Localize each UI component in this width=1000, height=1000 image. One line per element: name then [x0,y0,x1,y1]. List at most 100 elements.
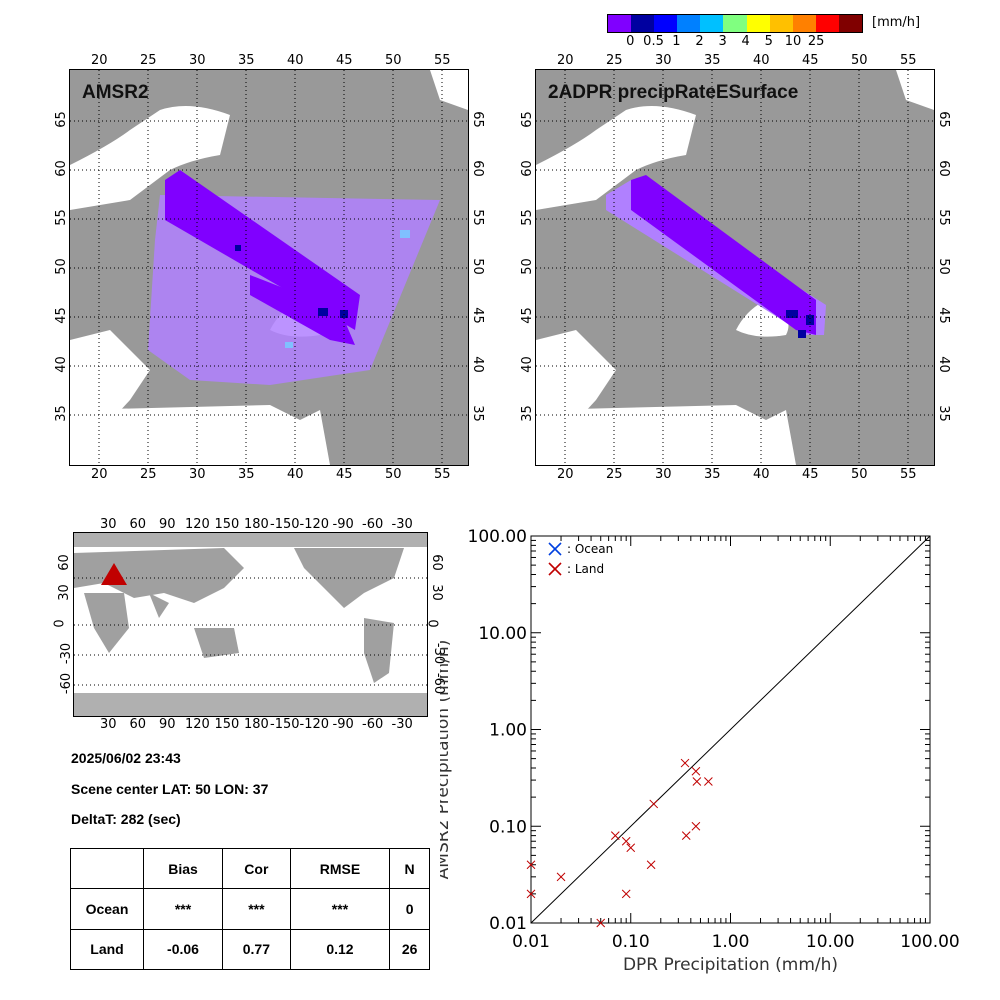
scene-center: Scene center LAT: 50 LON: 37 [71,781,269,797]
globe-lon-tick-label: 30 [100,517,117,532]
data-point [610,831,620,840]
continents [74,548,404,683]
data-point [704,777,713,786]
lon-tick-label: 40 [287,467,304,482]
data-point [680,758,690,768]
stats-cell: *** [289,888,391,930]
colorbar-tick-label: 25 [807,34,825,49]
x-tick-label: 10.00 [806,932,855,952]
colorbar [607,14,863,33]
stats-cell: 26 [389,928,430,971]
globe-lat-tick-label: -60 [59,672,75,695]
lon-tick-label: 50 [851,53,868,68]
lat-tick-label: 50 [469,258,485,275]
lat-tick-label: 50 [53,258,69,275]
colorbar-tick-label: 1 [672,34,681,49]
globe-lon-tick-label: -60 [362,717,384,732]
stats-cell: -0.06 [143,928,223,971]
colorbar-swatch [815,15,839,32]
colorbar-swatch [700,15,724,32]
colorbar-tick-label: 5 [764,34,773,49]
colorbar-tick-label: 10 [784,34,802,49]
lon-tick-label: 25 [606,467,623,482]
globe-lon-tick-label: -90 [332,517,354,532]
globe-lon-tick-label: 150 [214,517,240,532]
globe-map [73,532,428,717]
stats-header-cell: Bias [143,847,223,890]
lat-tick-label: 65 [53,111,69,128]
globe-lat-tick-label: 60 [56,554,72,571]
colorbar-tick-label: 4 [741,34,750,49]
globe-lon-tick-label: 120 [185,717,210,732]
lon-tick-label: 30 [655,467,672,482]
y-tick-label: 10.00 [478,624,527,644]
lat-tick-label: 60 [935,160,951,177]
data-point [681,831,691,840]
globe-lat-tick-label: 0 [424,619,440,628]
stats-header-cell: RMSE [289,847,391,890]
dpr-map-svg [536,70,934,465]
colorbar-swatch [654,15,678,32]
lon-tick-label: 25 [140,467,157,482]
data-point [556,872,566,882]
lat-tick-label: 60 [469,160,485,177]
lon-tick-label: 45 [802,53,819,68]
stats-cell: Land [70,928,144,971]
swath-dpr [606,175,826,338]
lat-tick-label: 35 [935,405,951,422]
lon-tick-label: 40 [287,53,304,68]
lat-tick-label: 55 [469,209,485,226]
globe-lon-tick-label: 180 [244,717,269,732]
lat-tick-label: 40 [519,356,535,373]
globe-lon-tick-label: 60 [129,517,147,532]
globe-lon-tick-label: -120 [299,517,330,532]
globe-lon-tick-label: -150 [270,717,300,732]
lon-tick-label: 35 [704,467,721,482]
lat-tick-label: 65 [469,111,485,128]
stats-header-cell: N [389,847,430,890]
colorbar-tick-label: 0 [626,34,635,49]
data-point [621,889,631,899]
globe-lon-tick-label: -90 [332,717,354,732]
lon-tick-label: 40 [753,53,770,68]
globe-lon-tick-label: 180 [244,517,269,532]
lat-tick-label: 40 [935,356,951,373]
dpr-title: 2ADPR precipRateESurface [548,82,799,103]
data-point [596,918,606,928]
colorbar-swatch [608,15,632,32]
lat-tick-label: 40 [469,356,485,373]
lat-tick-label: 55 [935,209,951,226]
lon-tick-label: 20 [91,467,108,482]
y-tick-label: 1.00 [489,721,527,741]
stats-header-cell: Cor [221,847,291,890]
lon-tick-label: 35 [238,467,255,482]
legend-marker [548,542,562,556]
delta-t: DeltaT: 282 (sec) [71,811,181,827]
globe-lat-tick-label: 0 [52,619,68,628]
lat-tick-label: 45 [519,307,535,324]
globe-lon-tick-label: -30 [391,717,413,732]
colorbar-tick-label: 2 [695,34,704,49]
colorbar-swatch [723,15,747,32]
lon-tick-label: 50 [385,467,402,482]
data-point [692,777,702,786]
lat-tick-label: 60 [53,160,69,177]
data-point [646,860,656,870]
lon-tick-label: 50 [385,53,402,68]
colorbar-swatch [746,15,770,32]
lon-tick-label: 30 [189,53,206,68]
x-tick-label: 0.10 [612,932,650,952]
globe-lat-tick-label: -30 [59,642,75,665]
globe-lon-tick-label: 30 [100,717,117,732]
lon-tick-label: 50 [851,467,868,482]
y-axis-label: AMSR2 Precipitation (mm/h) [440,640,453,880]
lat-tick-label: 65 [519,111,535,128]
lon-tick-label: 35 [238,53,255,68]
globe-lon-tick-label: 60 [129,717,147,732]
globe-lon-tick-label: -60 [362,517,384,532]
lat-tick-label: 45 [935,307,951,324]
stats-cell: 0 [389,888,430,930]
colorbar-tick-label: 3 [718,34,727,49]
stats-cell: 0.12 [289,928,391,971]
lon-tick-label: 45 [802,467,819,482]
